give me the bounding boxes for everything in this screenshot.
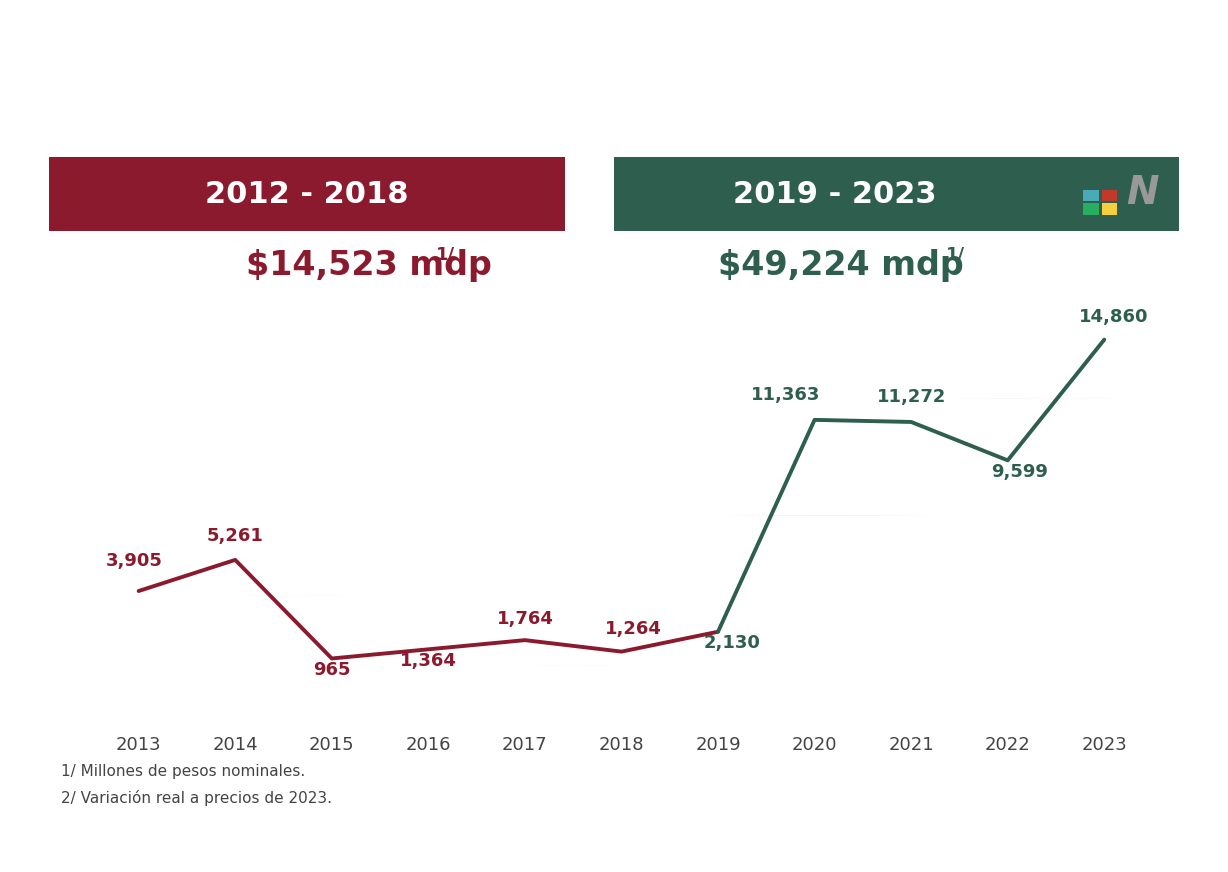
Text: 9,599: 9,599 — [991, 463, 1047, 481]
Text: 2019 - 2023: 2019 - 2023 — [733, 180, 937, 209]
Text: 3,905: 3,905 — [106, 552, 162, 570]
Text: 1/: 1/ — [436, 246, 456, 263]
Text: $49,224 mdp: $49,224 mdp — [718, 249, 964, 283]
Text: N: N — [1126, 174, 1158, 212]
Text: $14,523 mdp: $14,523 mdp — [246, 249, 491, 283]
Text: 5,261: 5,261 — [206, 527, 264, 545]
Text: 14,860: 14,860 — [1079, 308, 1148, 326]
Text: 965: 965 — [313, 661, 350, 679]
Text: 1,264: 1,264 — [604, 620, 662, 637]
Text: 11,272: 11,272 — [877, 388, 946, 405]
Text: 2/ Variación real a precios de 2023.: 2/ Variación real a precios de 2023. — [61, 790, 333, 806]
Text: 1,764: 1,764 — [496, 610, 554, 628]
Text: 11,363: 11,363 — [750, 385, 820, 404]
Text: 1/ Millones de pesos nominales.: 1/ Millones de pesos nominales. — [61, 764, 306, 780]
Text: 2,130: 2,130 — [704, 635, 761, 652]
Text: 2012 - 2018: 2012 - 2018 — [205, 180, 409, 209]
Text: 1/: 1/ — [946, 246, 965, 263]
Text: 1,364: 1,364 — [400, 652, 457, 670]
